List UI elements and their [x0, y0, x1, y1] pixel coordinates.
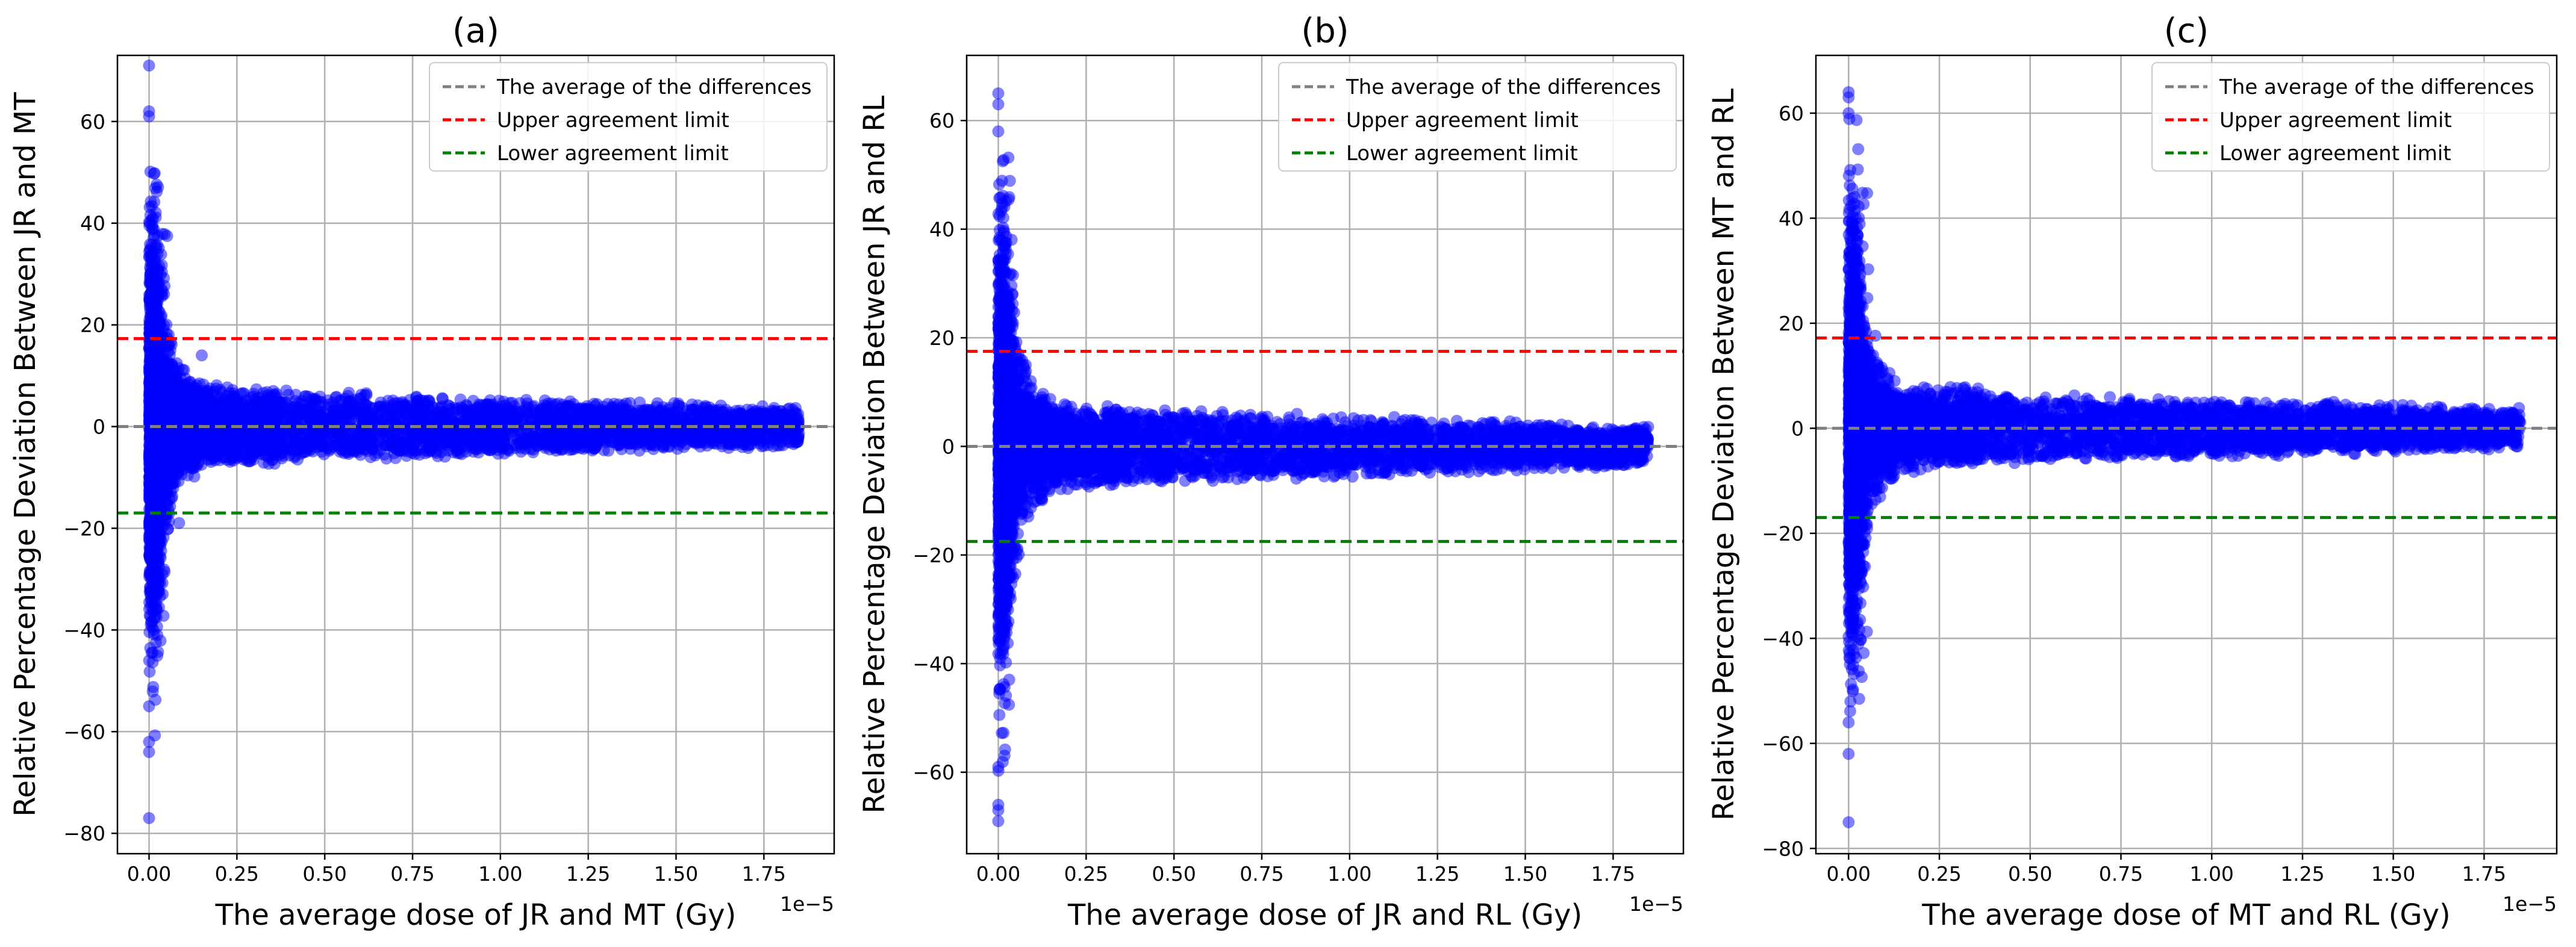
scatter-point: [171, 455, 184, 468]
scatter-point: [148, 167, 160, 180]
scatter-point: [152, 262, 164, 275]
scatter-point: [151, 376, 163, 388]
scatter-point: [153, 351, 166, 364]
scatter-point: [192, 406, 205, 419]
scatter-point: [167, 382, 179, 395]
scatter-point: [177, 394, 190, 406]
scatter-point: [150, 582, 163, 595]
scatter-point: [155, 545, 167, 557]
scatter-point: [151, 524, 163, 537]
scatter-point: [155, 396, 168, 408]
scatter-point: [183, 383, 196, 396]
scatter-point: [148, 196, 161, 208]
scatter-point: [152, 181, 164, 193]
scatter-point: [152, 311, 165, 323]
scatter-point: [155, 468, 167, 481]
scatter-point: [147, 681, 160, 694]
scatter-point: [215, 401, 228, 414]
scatter-point: [159, 490, 172, 503]
scatter-point: [173, 517, 186, 529]
chart-panel-a: 0.00 0.25 0.50 0.75 1.00 1.25 1.50 1.75−80−60−4…: [8, 11, 835, 932]
scatter-point: [143, 217, 156, 229]
scatter-point: [164, 438, 176, 450]
scatter-point: [178, 405, 190, 418]
scatter-point: [143, 665, 156, 678]
scatter-point: [166, 418, 179, 431]
scatter-point: [163, 359, 175, 372]
scatter-point: [151, 279, 163, 292]
scatter-point: [207, 444, 219, 457]
scatter-point: [193, 391, 205, 403]
scatter-point: [145, 618, 157, 631]
scatter-point: [206, 427, 219, 440]
scatter-point: [220, 446, 232, 458]
scatter-point: [165, 338, 178, 351]
scatter-point: [143, 250, 156, 263]
scatter-point: [183, 437, 196, 450]
scatter-point: [146, 656, 159, 668]
scatter-points: [143, 59, 805, 824]
scatter-point: [150, 571, 163, 583]
scatter-point: [149, 206, 162, 219]
scatter-point: [204, 403, 217, 416]
scatter-point: [228, 391, 240, 403]
scatter-point: [152, 229, 164, 242]
scatter-point: [193, 446, 205, 458]
scatter-point: [170, 469, 183, 482]
scatter-point: [152, 645, 164, 658]
scatter-point: [229, 406, 242, 418]
scatter-point: [148, 628, 160, 641]
scatter-point: [152, 242, 165, 254]
scatter-point: [152, 290, 164, 302]
